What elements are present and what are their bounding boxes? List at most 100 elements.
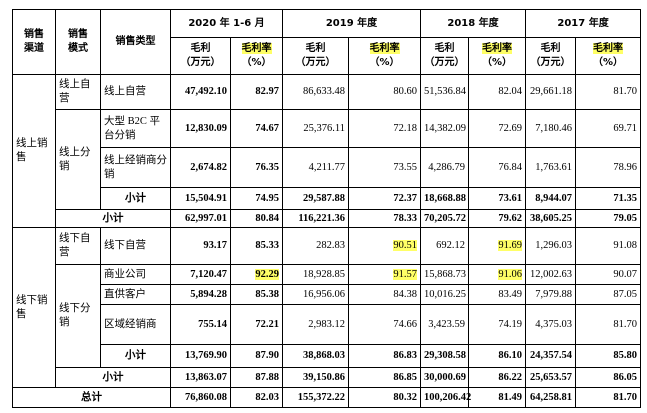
subheader-cell: 毛利 （万元） [420,37,470,75]
value-text: 755.14 [198,318,227,330]
value-text: 93.17 [203,240,227,251]
value-cell: 4,375.03 [525,304,577,345]
value-cell: 82.03 [230,387,283,408]
value-text: 71.35 [613,192,638,204]
mode-cell: 线下分销 [55,264,101,368]
value-text: 7,979.88 [535,288,573,300]
type-cell: 区域经销商 [100,304,171,345]
value-text: 85.38 [255,288,279,300]
value-text: 24,357.54 [530,350,573,361]
value-text: 76,860.08 [185,391,227,403]
value-text: 5,894.28 [190,288,227,300]
value-text: 82.03 [255,391,279,403]
subheader-cell: 毛利 （万元） [170,37,231,75]
header-cell: 销售 模式 [55,9,101,75]
subheader-cell: 毛利 （万元） [282,37,349,75]
value-text: 18,928.85 [303,268,345,280]
value-cell: 90.51 [347,227,422,265]
value-cell: 3,423.59 [420,304,470,345]
data-row: 线上经销商分销 2,674.82 76.35 4,211.77 73.55 4,286.7… [13,147,642,188]
value-text: 69.71 [613,122,638,134]
type-cell: 线下自营 [100,227,171,265]
subheader-unit: （%） [369,57,400,68]
value-cell: 69.71 [575,109,642,148]
data-row: 直供客户 5,894.28 85.38 16,956.06 84.38 10,016.25… [13,284,642,305]
value-cell: 83.49 [468,284,527,305]
value-cell: 91.57 [347,264,422,285]
value-cell: 72.37 [347,187,422,210]
value-text: 38,868.03 [303,350,345,361]
type-cell: 线上经销商分销 [100,147,171,188]
value-cell: 64,258.81 [525,387,577,408]
value-text: 86.85 [393,371,418,383]
value-cell: 72.69 [468,109,527,148]
subheader-cell: 毛利率 （%） [230,37,283,75]
value-text: 87.05 [613,288,638,300]
data-row: 小计 62,997.01 80.84 116,221.36 78.33 70,205.72… [13,209,642,228]
value-text: 51,536.84 [424,86,467,97]
header-cell: 销售类型 [100,9,171,75]
value-cell: 7,120.47 [170,264,231,285]
value-text: 30,000.69 [424,371,467,383]
value-cell: 79.62 [468,209,527,228]
value-cell: 7,979.88 [525,284,577,305]
subheader-title: 毛利率 [482,43,513,54]
value-text: 692.12 [436,240,466,251]
value-cell: 74.19 [468,304,527,345]
period-header: 2018 年度 [420,9,527,38]
value-text: 15,504.91 [185,192,227,204]
value-text: 79.05 [613,212,638,224]
value-text: 74.95 [255,192,279,204]
value-cell: 7,180.46 [525,109,577,148]
value-cell: 38,605.25 [525,209,577,228]
value-cell: 85.38 [230,284,283,305]
value-text: 47,492.10 [185,86,227,97]
data-row: 小计 15,504.91 74.95 29,587.88 72.37 18,668.88 7… [13,187,642,210]
value-cell: 87.88 [230,367,283,388]
value-cell: 86,633.48 [282,74,349,110]
value-text: 85.80 [613,350,638,361]
subheader-unit: （万元） [295,57,336,68]
subheader-cell: 毛利率 （%） [575,37,642,75]
value-text: 72.18 [393,122,418,134]
value-cell: 24,357.54 [525,344,577,368]
period-header: 2017 年度 [525,9,642,38]
value-cell: 8,944.07 [525,187,577,210]
header-cell: 销售 渠道 [12,9,56,75]
value-cell: 71.35 [575,187,642,210]
value-text: 1,763.61 [535,161,573,173]
header-text: 销售 模式 [68,29,88,54]
type-cell: 商业公司 [100,264,171,285]
data-row: 线下销售 线下自营 线下自营 93.17 85.33 282.83 90.51 692.12 9… [12,227,642,388]
value-cell: 80.60 [347,74,422,110]
value-text: 82.04 [498,86,523,97]
channel-cell: 线上销售 [12,74,56,228]
gross-profit-table: 销售 渠道 销售 模式 销售类型 2020 年 1-6 月 2019 年度 2018 年度… [12,9,642,408]
value-cell: 13,769.90 [170,344,231,368]
subheader-title: 毛利率 [241,43,272,54]
value-cell: 25,653.57 [525,367,577,388]
value-cell: 79.05 [575,209,642,228]
subtotal-label: 小计 [55,367,171,388]
value-cell: 76,860.08 [170,387,231,408]
value-cell: 87.05 [575,284,642,305]
value-text: 74.66 [393,318,418,330]
subheader-title: 毛利 [190,43,211,54]
value-cell: 86.05 [575,367,642,388]
subheader-cell: 毛利 （万元） [525,37,577,75]
data-row: 线上分销 大型 B2C 平台分销 12,830.09 74.67 25,376.11 72… [13,109,642,210]
value-text: 155,372.22 [297,391,345,403]
value-cell: 82.97 [230,74,283,110]
value-text: 72.21 [255,318,279,330]
data-row: 线上销售 线上自营 线上自营 47,492.10 82.97 86,633.48 80.60… [12,74,642,228]
value-text: 13,769.90 [185,350,227,361]
mode-cell: 线上自营 [55,74,101,110]
value-cell: 81.70 [575,304,642,345]
value-cell: 72.21 [230,304,283,345]
value-text: 74.67 [255,122,279,134]
value-cell: 80.32 [347,387,422,408]
header-row: 毛利 （万元） 毛利率 （%） 毛利 （万元） 毛利率 （%） 毛利 （万元） 毛利率 （%） 毛利 （万… [13,37,642,75]
value-cell: 13,863.07 [170,367,231,388]
value-cell: 12,002.63 [525,264,577,285]
type-cell: 直供客户 [100,284,171,305]
